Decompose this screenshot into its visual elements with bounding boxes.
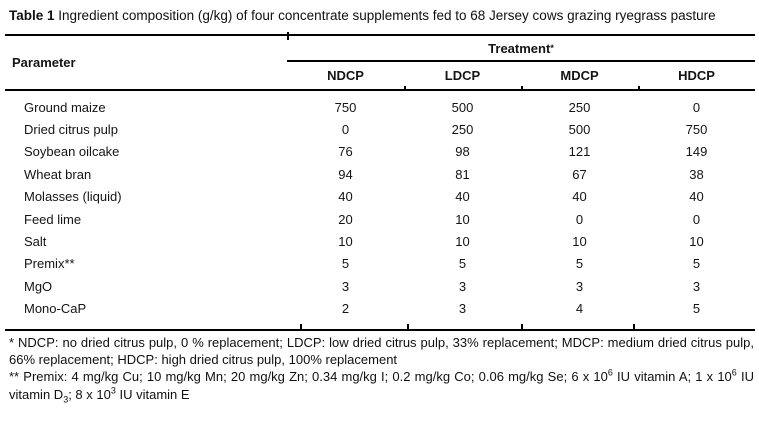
table-row: Molasses (liquid) 40 40 40 40: [5, 186, 755, 208]
cell-value: 10: [338, 234, 353, 250]
row-label: MgO: [24, 278, 53, 294]
cell-value: 121: [568, 144, 591, 160]
cell-value: 40: [572, 189, 587, 205]
treatment-label: Treatment: [488, 40, 551, 56]
cell-value: 10: [455, 234, 470, 250]
cell-value: 10: [689, 234, 704, 250]
table-row: Soybean oilcake 76 98 121 149: [5, 141, 755, 163]
scan-column-tick: [521, 323, 523, 329]
row-label: Feed lime: [24, 211, 82, 227]
cell-value: 250: [451, 122, 474, 138]
table-number: Table 1: [9, 8, 55, 23]
cell-value: 4: [575, 301, 584, 317]
scan-column-tick: [287, 32, 289, 40]
cell-value: 94: [338, 166, 353, 182]
scan-column-tick: [407, 323, 409, 329]
table-header: Parameter Treatment * NDCP LDCP MDCP HDCP: [5, 32, 755, 91]
cell-value: 5: [692, 256, 701, 272]
cell-value: 5: [575, 256, 584, 272]
table-row: MgO 3 3 3 3: [5, 275, 755, 297]
cell-value: 3: [575, 278, 584, 294]
table-row: Dried citrus pulp 0 250 500 750: [5, 118, 755, 140]
cell-value: 500: [451, 99, 474, 115]
exponent: 6: [607, 367, 613, 378]
cell-value: 5: [341, 256, 350, 272]
footnote-premix-text: ; 8 x 10: [68, 386, 111, 402]
column-header-ndcp: NDCP: [327, 68, 364, 83]
scan-column-tick: [633, 323, 635, 329]
footnote-premix-text: IU vitamin D: [9, 369, 754, 402]
cell-value: 3: [458, 301, 467, 317]
table-row: Mono-CaP 2 3 4 5: [5, 298, 755, 320]
column-header-mdcp: MDCP: [560, 68, 599, 83]
footnote-treatments: * NDCP: no dried citrus pulp, 0 % replac…: [9, 334, 754, 368]
cell-value: 149: [685, 144, 708, 160]
cell-value: 3: [458, 278, 467, 294]
table-body: Ground maize 750 500 250 0 Dried citrus pulp 0…: [5, 91, 755, 331]
table-row: Wheat bran 94 81 67 38: [5, 163, 755, 185]
cell-value: 3: [341, 278, 350, 294]
cell-value: 40: [338, 189, 353, 205]
row-label: Wheat bran: [24, 166, 92, 182]
treatment-group-header: Treatment *: [287, 36, 755, 62]
table-row: Ground maize 750 500 250 0: [5, 96, 755, 118]
cell-value: 5: [692, 301, 701, 317]
table-row: Salt 10 10 10 10: [5, 230, 755, 252]
cell-value: 750: [685, 122, 708, 138]
scan-column-tick: [300, 323, 302, 329]
scan-column-tick: [404, 86, 406, 91]
table-row: Feed lime 20 10 0 0: [5, 208, 755, 230]
cell-value: 5: [458, 256, 467, 272]
table-caption: Table 1 Ingredient composition (g/kg) of…: [9, 7, 751, 24]
cell-value: 81: [455, 166, 470, 182]
row-label: Mono-CaP: [24, 301, 87, 317]
scan-column-tick: [638, 86, 640, 91]
column-header-ldcp: LDCP: [444, 68, 481, 83]
exponent: 6: [731, 367, 737, 378]
footnote-premix-text: IU vitamin E: [115, 386, 190, 402]
footnote-premix: ** Premix: 4 mg/kg Cu; 10 mg/kg Mn; 20 m…: [9, 367, 754, 405]
cell-value: 500: [568, 122, 591, 138]
row-label: Premix**: [24, 256, 75, 272]
cell-value: 750: [334, 99, 357, 115]
cell-value: 40: [455, 189, 470, 205]
footnote-premix-text: ** Premix: 4 mg/kg Cu; 10 mg/kg Mn; 20 m…: [9, 369, 608, 385]
parameter-column-header: Parameter: [12, 55, 76, 70]
cell-value: 3: [692, 278, 701, 294]
scan-column-tick: [521, 86, 523, 91]
cell-value: 2: [341, 301, 350, 317]
cell-value: 76: [338, 144, 353, 160]
cell-value: 20: [338, 211, 353, 227]
cell-value: 0: [692, 211, 701, 227]
table-caption-text: Ingredient composition (g/kg) of four co…: [58, 8, 716, 23]
row-label: Dried citrus pulp: [24, 122, 118, 138]
ingredient-table: Parameter Treatment * NDCP LDCP MDCP HDCP…: [5, 32, 755, 331]
cell-value: 67: [572, 166, 587, 182]
cell-value: 40: [689, 189, 704, 205]
cell-value: 250: [568, 99, 591, 115]
row-label: Molasses (liquid): [24, 189, 122, 205]
row-label: Soybean oilcake: [24, 144, 120, 160]
footnote-premix-text: IU vitamin A; 1 x 10: [612, 369, 732, 385]
footnotes: * NDCP: no dried citrus pulp, 0 % replac…: [5, 334, 755, 405]
cell-value: 10: [572, 234, 587, 250]
cell-value: 0: [341, 122, 350, 138]
cell-value: 38: [689, 166, 704, 182]
row-label: Ground maize: [24, 99, 106, 115]
subscript: 3: [63, 394, 69, 405]
cell-value: 98: [455, 144, 470, 160]
column-header-hdcp: HDCP: [678, 68, 715, 83]
row-label: Salt: [24, 234, 47, 250]
cell-value: 0: [575, 211, 584, 227]
cell-value: 10: [455, 211, 470, 227]
exponent: 3: [110, 385, 116, 396]
table-row: Premix** 5 5 5 5: [5, 253, 755, 275]
cell-value: 0: [692, 99, 701, 115]
